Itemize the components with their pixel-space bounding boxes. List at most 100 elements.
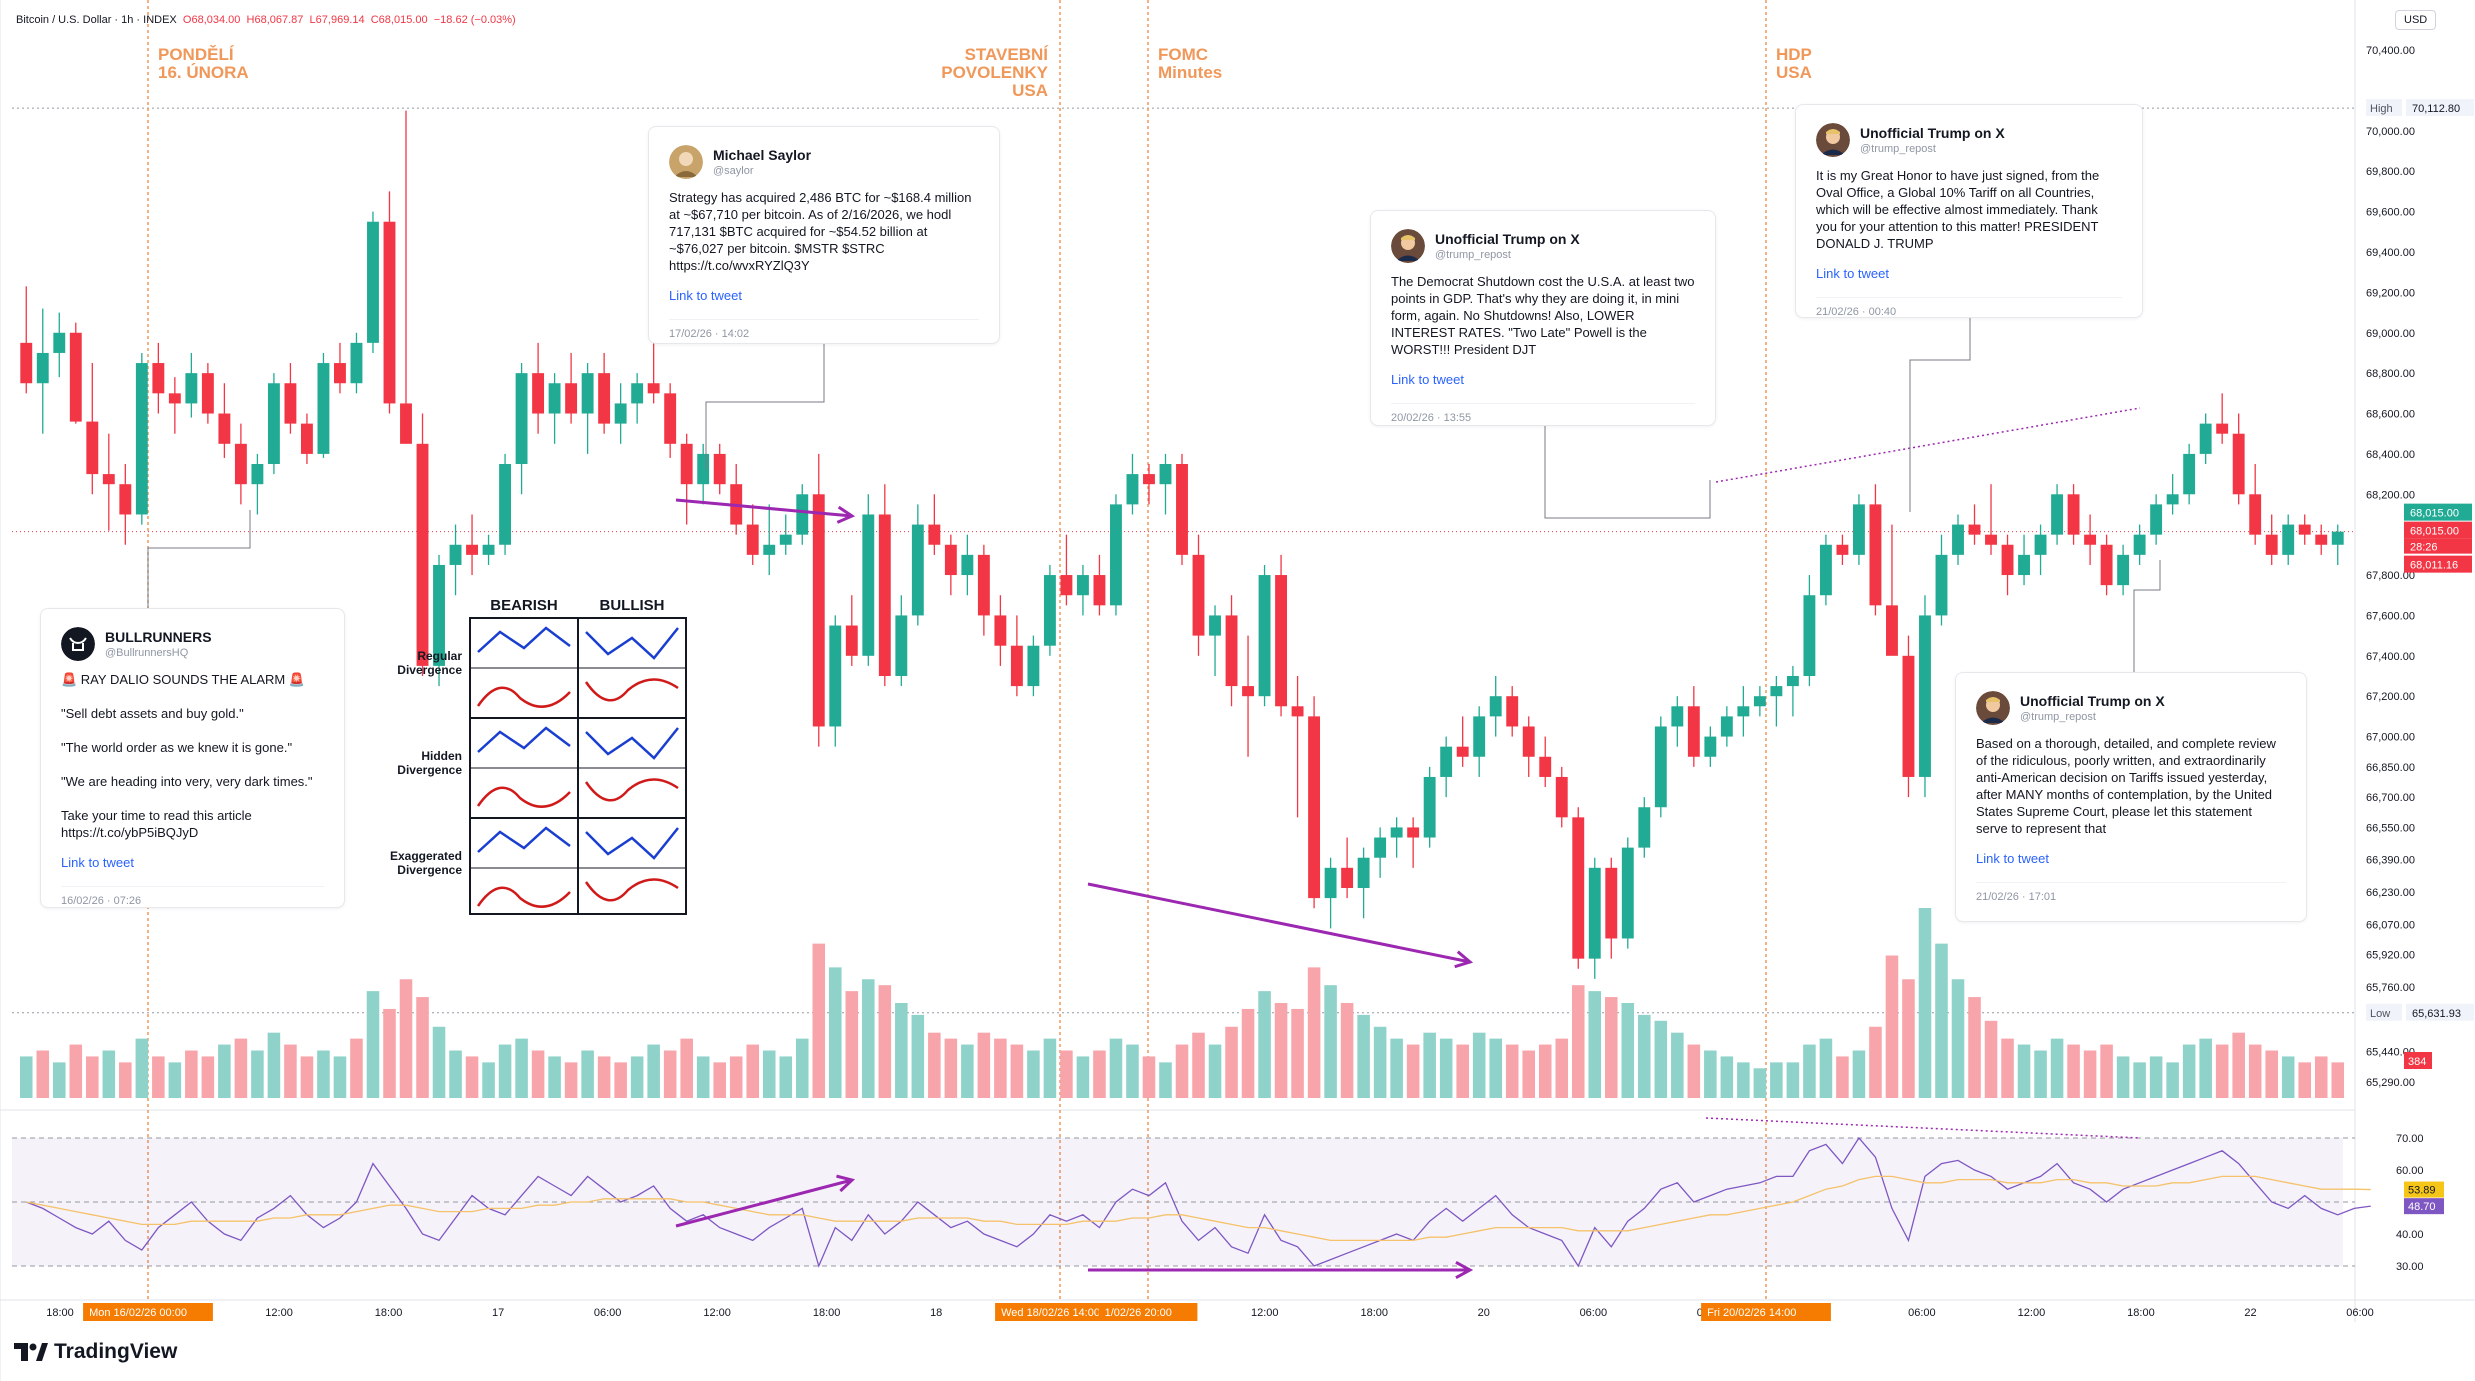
legend-bearish-osc — [476, 886, 571, 908]
volume-bar — [1142, 1056, 1156, 1098]
legend-bullish-osc — [584, 778, 679, 802]
currency-button[interactable]: USD — [2395, 10, 2437, 30]
symbol-title[interactable]: Bitcoin / U.S. Dollar · 1h · INDEX — [16, 14, 177, 26]
candle-body — [334, 363, 346, 384]
link-to-tweet[interactable]: Link to tweet — [1816, 266, 1889, 281]
volume-bar — [482, 1062, 495, 1098]
volume-bar — [1423, 1032, 1436, 1098]
volume-bar — [1291, 1008, 1304, 1098]
volume-bar — [1935, 943, 1948, 1098]
candle-body — [1836, 544, 1849, 555]
link-to-tweet[interactable]: Link to tweet — [1391, 372, 1464, 387]
candle-body — [895, 615, 908, 676]
volume-bar — [102, 1050, 116, 1098]
volume-bar — [1770, 1062, 1783, 1098]
volume-bar — [2199, 1038, 2212, 1098]
time-highlight: Mon 16/02/26 00:00 — [89, 1307, 187, 1319]
volume-bar — [895, 1003, 908, 1098]
link-to-tweet[interactable]: Link to tweet — [669, 288, 742, 303]
rsi-tick: 30.00 — [2396, 1261, 2424, 1273]
volume-bar — [1373, 1026, 1387, 1098]
volume-bar — [1258, 991, 1271, 1098]
volume-bar — [829, 967, 842, 1098]
volume-bar — [2034, 1050, 2047, 1098]
volume-bar — [994, 1038, 1007, 1098]
link-to-tweet[interactable]: Link to tweet — [1976, 851, 2049, 866]
candle-body — [1225, 615, 1238, 687]
tweet-handle: @trump_repost — [1435, 249, 1511, 261]
divergence-arrow-rsi-2-head — [1455, 1261, 1474, 1279]
volume-bar — [300, 1056, 314, 1098]
candle-body — [2018, 554, 2030, 576]
candle-body — [2001, 544, 2014, 576]
link-to-tweet[interactable]: Link to tweet — [61, 855, 134, 870]
volume-bar — [515, 1038, 528, 1098]
price-tick: 68,800.00 — [2366, 368, 2415, 380]
time-highlight-bg — [1701, 1303, 1831, 1321]
price-tick: 70,000.00 — [2366, 126, 2415, 138]
low-value-bg — [2406, 1003, 2474, 1021]
tweet-handle: @saylor — [713, 165, 754, 177]
volume-bar — [201, 1056, 215, 1098]
volume-bar — [531, 1050, 545, 1098]
candle-body — [1341, 867, 1354, 888]
candle-body — [664, 393, 677, 444]
time-highlight: Fri 20/02/26 14:00 — [1707, 1307, 1796, 1319]
volume-bar — [1406, 1044, 1420, 1098]
volume-bar — [845, 991, 859, 1098]
candle-body — [2100, 544, 2113, 586]
candle-body — [433, 564, 445, 666]
volume-bar — [2149, 1056, 2163, 1098]
candle-body — [119, 484, 132, 515]
candle-body — [1440, 746, 1453, 777]
price-tick: 67,400.00 — [2366, 651, 2415, 663]
legend-row-label: Regular — [417, 649, 462, 663]
candle-body — [911, 524, 924, 616]
candle-body — [1737, 706, 1750, 717]
tweet-handle: @trump_repost — [2020, 711, 2096, 723]
candle-body — [994, 615, 1007, 646]
volume-bar — [1621, 1003, 1635, 1098]
rsi-tick: 40.00 — [2396, 1229, 2424, 1241]
volume-bar — [2232, 1032, 2245, 1098]
high-value-bg — [2406, 99, 2474, 117]
volume-bar — [1274, 1003, 1288, 1098]
volume-bar — [2265, 1050, 2278, 1098]
volume-bar — [2100, 1044, 2113, 1098]
candle-body — [284, 383, 297, 424]
price-tick: 67,000.00 — [2366, 732, 2415, 744]
saylor-avatar-icon — [669, 145, 703, 179]
candle-body — [1143, 474, 1155, 485]
candle-body — [102, 474, 115, 485]
volume-bar — [1638, 1014, 1651, 1098]
volume-bar — [729, 1056, 743, 1098]
volume-bar — [1043, 1038, 1057, 1098]
candle-body — [449, 544, 462, 565]
volume-bar — [1241, 1008, 1255, 1098]
volume-bar — [2017, 1044, 2031, 1098]
tradingview-logo[interactable]: TradingView — [14, 1340, 177, 1364]
time-highlight-bg — [83, 1303, 213, 1321]
price-tick: 66,070.00 — [2366, 919, 2415, 931]
candle-body — [2084, 534, 2097, 545]
tweet-paragraph: "The world order as we knew it is gone." — [61, 740, 293, 755]
time-highlight: Wed 18/02/26 14:00 — [1001, 1307, 1100, 1319]
divergence-arrow-price-1 — [675, 498, 853, 518]
candle-body — [1242, 686, 1254, 697]
volume-bar — [1390, 1038, 1403, 1098]
tweet-card-bullrunners: BULLRUNNERS @BullrunnersHQ 🚨 RAY DALIO SO… — [40, 608, 345, 908]
volume-bar — [1522, 1050, 1535, 1098]
price-tick: 66,550.00 — [2366, 822, 2415, 834]
candle-body — [300, 423, 313, 454]
high-label: High — [2370, 103, 2393, 115]
legend-row-label: Divergence — [397, 663, 462, 677]
candle-body — [1291, 706, 1304, 717]
last-price-red2-bg — [2404, 555, 2472, 573]
rsi-ma-badge: 53.89 — [2408, 1185, 2436, 1197]
last-price-green-bg — [2404, 503, 2472, 521]
time-tick: 12:00 — [703, 1307, 731, 1319]
legend-row-label: Hidden — [421, 749, 462, 763]
candle-body — [565, 383, 578, 414]
volume-bar — [168, 1062, 182, 1098]
